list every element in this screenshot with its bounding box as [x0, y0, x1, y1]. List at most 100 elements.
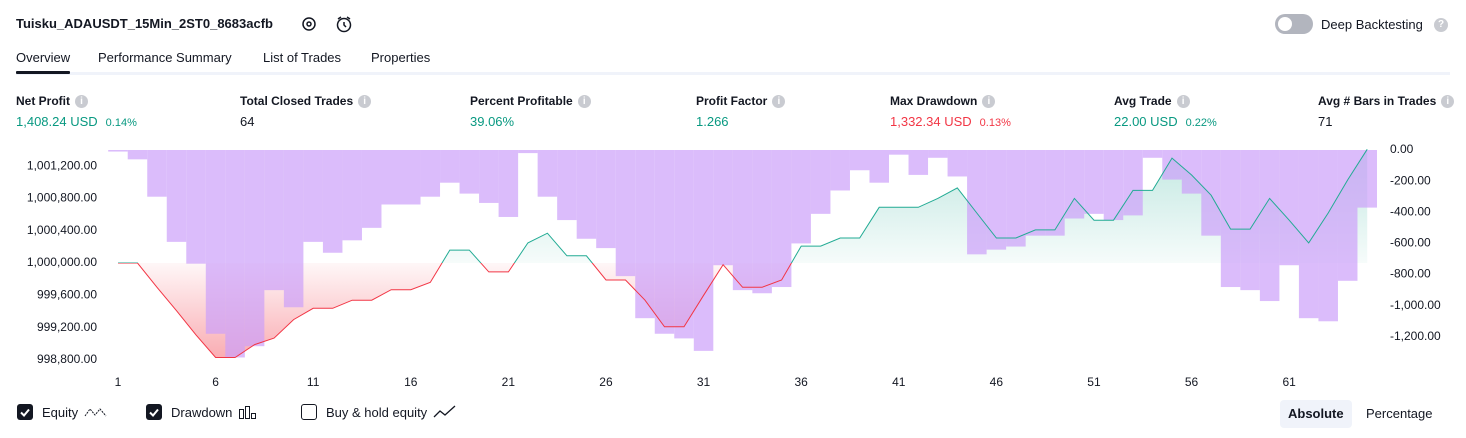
- x-tick-label: 21: [502, 375, 516, 389]
- drawdown-bar: [1142, 150, 1163, 158]
- drawdown-bar: [830, 150, 850, 191]
- drawdown-bar: [889, 150, 909, 155]
- drawdown-bar: [1006, 150, 1026, 247]
- checkbox[interactable]: [17, 404, 33, 420]
- metric-label-text: Max Drawdown: [890, 94, 978, 108]
- info-icon[interactable]: i: [1441, 94, 1455, 108]
- drawdown-bar: [576, 150, 597, 239]
- drawdown-bar: [986, 150, 1007, 250]
- metric-label: Avg # Bars in Trades i: [1318, 94, 1455, 108]
- metric-value: 71: [1318, 114, 1333, 129]
- legend-icon: [84, 408, 107, 417]
- metric: Max Drawdown i 1,332.34 USD 0.13%: [890, 94, 1011, 129]
- tab[interactable]: Overview: [16, 50, 71, 65]
- drawdown-bar: [596, 150, 616, 249]
- metric-label-text: Avg # Bars in Trades: [1318, 94, 1437, 108]
- info-icon[interactable]: i: [1176, 94, 1190, 108]
- drawdown-bar: [401, 150, 421, 205]
- drawdown-bar: [674, 150, 694, 339]
- metric: Percent Profitable i 39.06%: [470, 94, 591, 129]
- x-tick-label: 56: [1185, 375, 1199, 389]
- help-icon[interactable]: ?: [1434, 18, 1448, 32]
- drawdown-bar: [752, 150, 772, 294]
- drawdown-bar: [928, 150, 948, 158]
- drawdown-bar: [967, 150, 987, 255]
- drawdown-bar: [693, 150, 714, 351]
- metric-label: Avg Trade i: [1114, 94, 1217, 108]
- drawdown-bar: [1064, 150, 1085, 219]
- drawdown-bar: [498, 150, 519, 217]
- y-tick-label: 1,001,200.00: [27, 158, 97, 172]
- legend-icon: [239, 406, 257, 419]
- drawdown-bar: [459, 150, 480, 194]
- drawdown-bar: [791, 150, 811, 244]
- tab[interactable]: Performance Summary: [98, 50, 232, 65]
- drawdown-bar: [869, 150, 889, 183]
- metric: Avg # Bars in Trades i 71: [1318, 94, 1455, 129]
- x-tick-label: 26: [599, 375, 613, 389]
- metric-value-row: 64: [240, 114, 371, 129]
- metric-percent: 0.13%: [979, 117, 1011, 129]
- x-tick-label: 16: [404, 375, 418, 389]
- drawdown-bar: [244, 150, 265, 347]
- check-mark: [20, 408, 30, 417]
- legend-item[interactable]: Equity: [17, 404, 108, 420]
- checkbox[interactable]: [301, 404, 317, 420]
- info-icon[interactable]: i: [358, 94, 372, 108]
- drawdown-bar: [127, 150, 148, 160]
- drawdown-bar: [1240, 150, 1260, 291]
- drawdown-bar: [1084, 150, 1104, 214]
- drawdown-bar: [947, 150, 968, 177]
- drawdown-bar: [147, 150, 167, 197]
- legend-label: Buy & hold equity: [326, 404, 428, 420]
- legend-item[interactable]: Buy & hold equity: [301, 404, 457, 420]
- drawdown-bar: [1337, 150, 1358, 281]
- metric-value: 1,408.24 USD: [16, 114, 98, 129]
- info-icon[interactable]: i: [772, 94, 786, 108]
- metric-value-row: 71: [1318, 114, 1454, 129]
- drawdown-bar: [303, 150, 323, 242]
- tab-divider: [16, 72, 1450, 75]
- info-icon[interactable]: i: [982, 94, 996, 108]
- metric-value: 64: [240, 114, 255, 129]
- metric-value: 1,332.34 USD: [890, 114, 972, 129]
- alert-icon[interactable]: [334, 14, 354, 34]
- legend-item[interactable]: Drawdown: [146, 404, 258, 420]
- scale-button[interactable]: Absolute: [1280, 400, 1352, 428]
- metric-value: 39.06%: [470, 114, 515, 129]
- drawdown-bar: [205, 150, 226, 334]
- tab[interactable]: Properties: [371, 50, 431, 65]
- info-icon[interactable]: i: [577, 94, 591, 108]
- settings-icon[interactable]: [300, 15, 318, 33]
- drawdown-bar: [771, 150, 792, 288]
- metric-label: Percent Profitable i: [470, 94, 591, 108]
- checkbox[interactable]: [146, 404, 162, 420]
- drawdown-bar: [283, 150, 304, 308]
- tab[interactable]: List of Trades: [263, 50, 342, 65]
- drawdown-bar: [1259, 150, 1280, 302]
- drawdown-bar: [810, 150, 831, 214]
- drawdown-bar: [518, 150, 538, 154]
- metric-value-row: 22.00 USD 0.22%: [1114, 114, 1217, 129]
- x-tick-label: 46: [990, 375, 1004, 389]
- deep-backtesting-toggle[interactable]: [1275, 14, 1313, 34]
- drawdown-bar: [1025, 150, 1046, 236]
- y2-tick-label: -600.00: [1390, 236, 1431, 250]
- legend-icon: [433, 405, 456, 418]
- metric-value-row: 39.06%: [470, 114, 591, 129]
- x-tick-label: 1: [115, 375, 122, 389]
- drawdown-bar: [1279, 150, 1299, 266]
- metric-label-text: Profit Factor: [696, 94, 768, 108]
- drawdown-bar: [1103, 150, 1124, 221]
- drawdown-bar: [361, 150, 382, 228]
- drawdown-bar: [264, 150, 284, 291]
- metric-value-row: 1,332.34 USD 0.13%: [890, 114, 1011, 129]
- drawdown-bar: [908, 150, 929, 175]
- drawdown-bar: [342, 150, 362, 241]
- scale-button[interactable]: Percentage: [1366, 406, 1433, 421]
- info-icon[interactable]: i: [75, 94, 88, 108]
- drawdown-bar: [381, 150, 401, 205]
- y2-tick-label: -800.00: [1390, 267, 1431, 281]
- strategy-title: Tuisku_ADAUSDT_15Min_2ST0_8683acfb: [16, 16, 273, 31]
- metric-label: Total Closed Trades i: [240, 94, 372, 108]
